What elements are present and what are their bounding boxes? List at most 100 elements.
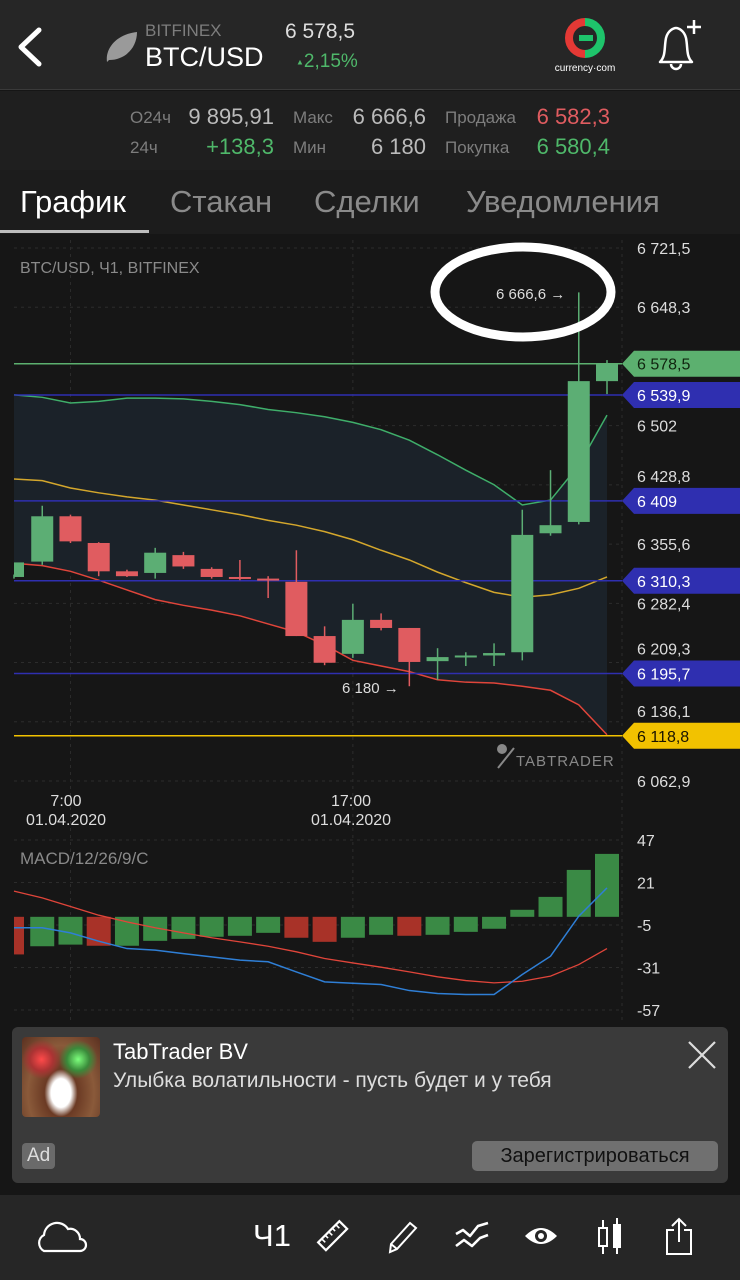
candle-down <box>228 576 251 579</box>
ruler-button[interactable] <box>315 1213 351 1259</box>
macd-signal-line <box>13 890 608 984</box>
drawn-circle-annotation <box>430 242 616 342</box>
high-annotation: 6 666,6 → <box>496 286 565 303</box>
candle-down <box>257 578 280 581</box>
sell-value: 6 582,3 <box>536 104 610 129</box>
price-tag <box>622 350 740 377</box>
macd-histogram-bar <box>14 916 24 955</box>
y-tick-label: 6 648,3 <box>637 300 690 317</box>
price-tag <box>622 722 740 749</box>
chevron-left-icon <box>18 27 42 67</box>
price-tag-label: 6 195,7 <box>637 667 690 684</box>
tab-bar: График Стакан Сделки Уведомления <box>0 170 740 234</box>
currency-com-logo-icon <box>565 18 605 58</box>
bollinger-lower-line <box>13 562 608 736</box>
candle-up <box>341 619 364 654</box>
change-label: 24ч <box>130 138 158 157</box>
ad-badge: Ad <box>22 1143 56 1169</box>
macd-histogram-bar <box>227 916 252 936</box>
macd-tick-label: -5 <box>637 918 651 935</box>
interval-button[interactable]: Ч1 <box>253 1218 291 1253</box>
candle-up <box>539 525 562 534</box>
change-value: +138,3 <box>206 134 274 159</box>
add-alert-button[interactable] <box>652 18 704 74</box>
candle-down <box>370 619 393 628</box>
tab-chart[interactable]: График <box>20 184 126 219</box>
x-axis-time: 7:00 <box>50 793 81 810</box>
back-button[interactable] <box>12 24 48 70</box>
close-icon[interactable] <box>686 1039 718 1071</box>
tab-trades[interactable]: Сделки <box>314 184 420 219</box>
candle-down <box>285 581 308 637</box>
tab-alerts[interactable]: Уведомления <box>466 184 660 219</box>
low-annotation: 6 180 → <box>342 680 399 697</box>
share-button[interactable] <box>661 1213 697 1259</box>
candle-up <box>483 653 506 656</box>
macd-histogram-bar <box>312 916 337 942</box>
draw-button[interactable] <box>383 1213 419 1259</box>
macd-tick-label: -31 <box>637 961 660 978</box>
macd-histogram-bar <box>340 916 365 938</box>
x-axis-date: 01.04.2020 <box>311 812 391 829</box>
x-axis-time: 17:00 <box>331 793 371 810</box>
volume-value: 9 895,91 <box>188 104 274 129</box>
y-tick-label: 6 282,4 <box>637 596 690 613</box>
macd-histogram-bar <box>510 909 535 917</box>
max-label: Макс <box>293 108 333 127</box>
candle-up <box>426 657 449 662</box>
candle-down <box>398 627 421 662</box>
price-tag-label: 6 118,8 <box>637 729 689 746</box>
cloud-button[interactable] <box>33 1213 89 1259</box>
candle-up <box>454 655 477 658</box>
min-label: Мин <box>293 138 327 157</box>
price-change-value: 2,15% <box>303 51 358 72</box>
candle-down <box>59 516 82 542</box>
macd-histogram-bar <box>171 916 196 939</box>
macd-histogram-bar <box>425 916 450 935</box>
bottom-toolbar: Ч1 <box>0 1195 740 1280</box>
chart-type-button[interactable] <box>592 1213 628 1259</box>
market-stats: О24ч 9 895,91 24ч +138,3 Макс 6 666,6 Ми… <box>0 91 740 170</box>
buy-value: 6 580,4 <box>536 134 610 159</box>
tab-order-book[interactable]: Стакан <box>170 184 273 219</box>
pencil-icon <box>388 1221 418 1254</box>
price-tag-label: 6 578,5 <box>637 357 690 374</box>
price-change: ▲2,15% <box>296 51 358 73</box>
x-axis-label-0: 7:00 01.04.2020 <box>26 793 106 829</box>
register-button[interactable]: Зарегистрироваться <box>472 1141 718 1171</box>
pair-name[interactable]: BTC/USD <box>145 42 264 72</box>
macd-histogram-bar <box>595 853 619 917</box>
header: BITFINEX BTC/USD 6 578,5 ▲2,15% currency… <box>0 0 740 90</box>
y-tick-label: 6 428,8 <box>637 469 690 486</box>
ad-banner[interactable]: TabTrader BV Улыбка волатильности - пуст… <box>12 1027 728 1183</box>
bell-plus-icon <box>658 20 701 71</box>
candle-up <box>14 562 24 577</box>
indicators-button[interactable] <box>452 1213 492 1259</box>
volume-label: О24ч <box>130 108 171 127</box>
y-tick-label: 6 209,3 <box>637 642 690 659</box>
currency-com-logo[interactable]: currency·com <box>545 18 625 78</box>
price-chart[interactable]: 6 721,5 6 648,3 6 502 6 428,8 6 355,6 6 282,4… <box>0 234 740 1026</box>
candle-down <box>200 568 223 577</box>
macd-tick-label: 21 <box>637 876 655 893</box>
macd-tick-label: 47 <box>637 833 655 850</box>
macd-tick-label: -57 <box>637 1003 660 1020</box>
bollinger-middle-line <box>13 478 608 598</box>
y-tick-label: 6 062,9 <box>637 774 690 791</box>
candle-down <box>172 555 195 567</box>
macd-histogram-bar <box>453 916 478 932</box>
candle-down <box>313 636 336 663</box>
visibility-button[interactable] <box>522 1213 560 1259</box>
candles-icon <box>598 1218 621 1254</box>
price-tag <box>622 487 740 514</box>
logo-text: currency·com <box>554 63 616 74</box>
macd-histogram-bar <box>397 916 422 936</box>
bollinger-upper-line <box>13 394 608 506</box>
macd-histogram-bar <box>566 869 591 917</box>
chart-area[interactable]: 6 721,5 6 648,3 6 502 6 428,8 6 355,6 6 282,4… <box>0 234 740 1026</box>
candle-down <box>115 571 138 577</box>
exchange-name: BITFINEX <box>145 21 222 40</box>
buy-label: Покупка <box>445 138 510 157</box>
x-axis-date: 01.04.2020 <box>26 812 106 829</box>
cloud-icon <box>38 1221 88 1253</box>
